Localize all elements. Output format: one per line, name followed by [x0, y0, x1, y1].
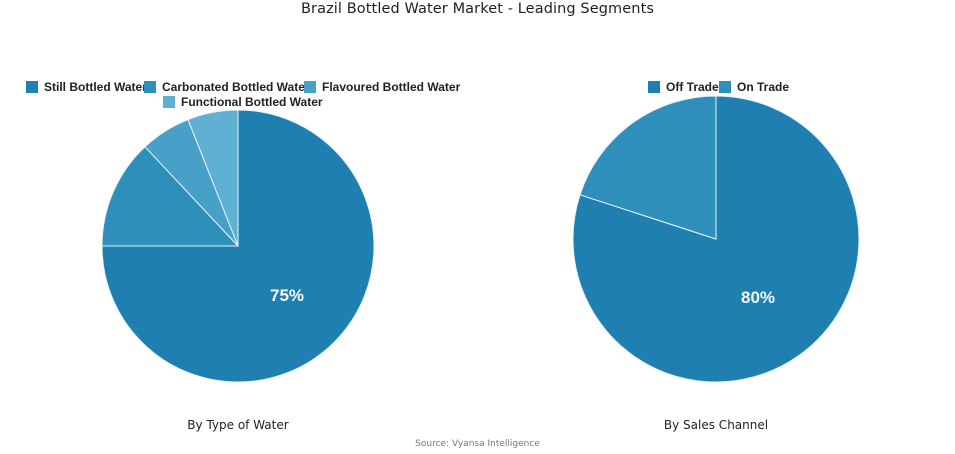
- legend-swatch: [648, 81, 660, 93]
- legend-item-off-trade[interactable]: Off Trade: [648, 80, 719, 94]
- legend-label: Off Trade: [666, 80, 719, 94]
- legend-label: Functional Bottled Water: [181, 95, 323, 109]
- subtitle-type-of-water: By Type of Water: [187, 418, 289, 432]
- subtitle-sales-channel: By Sales Channel: [663, 418, 769, 432]
- slice-carbonated-bottled-water[interactable]: [101, 146, 240, 247]
- legend-swatch: [719, 81, 731, 93]
- legend-item-carbonated[interactable]: Carbonated Bottled Water: [144, 80, 310, 94]
- legend-item-flavoured[interactable]: Flavoured Bottled Water: [304, 80, 460, 94]
- source-note: Source: Vyansa Intelligence: [415, 439, 540, 449]
- slice-label-still: 75%: [270, 286, 304, 305]
- legend-label: On Trade: [737, 80, 790, 94]
- legend-label: Flavoured Bottled Water: [322, 80, 461, 94]
- legend-label: Still Bottled Water: [44, 80, 147, 94]
- legend-item-still[interactable]: Still Bottled Water: [26, 80, 147, 94]
- legend-label: Carbonated Bottled Water: [162, 80, 310, 94]
- slice-functional-bottled-water[interactable]: [187, 109, 239, 247]
- slice-label-off-trade: 80%: [741, 288, 775, 307]
- legend-swatch: [163, 96, 175, 108]
- legend-swatch: [26, 81, 38, 93]
- chart-title: Brazil Bottled Water Market - Leading Se…: [300, 1, 655, 17]
- legend-swatch: [144, 81, 156, 93]
- pie-type-of-water: [101, 109, 375, 383]
- slice-on-trade[interactable]: [579, 95, 717, 240]
- pie-sales-channel: [572, 95, 860, 383]
- legend-item-functional[interactable]: Functional Bottled Water: [163, 95, 323, 109]
- legend-swatch: [304, 81, 316, 93]
- legend-item-on-trade[interactable]: On Trade: [719, 80, 789, 94]
